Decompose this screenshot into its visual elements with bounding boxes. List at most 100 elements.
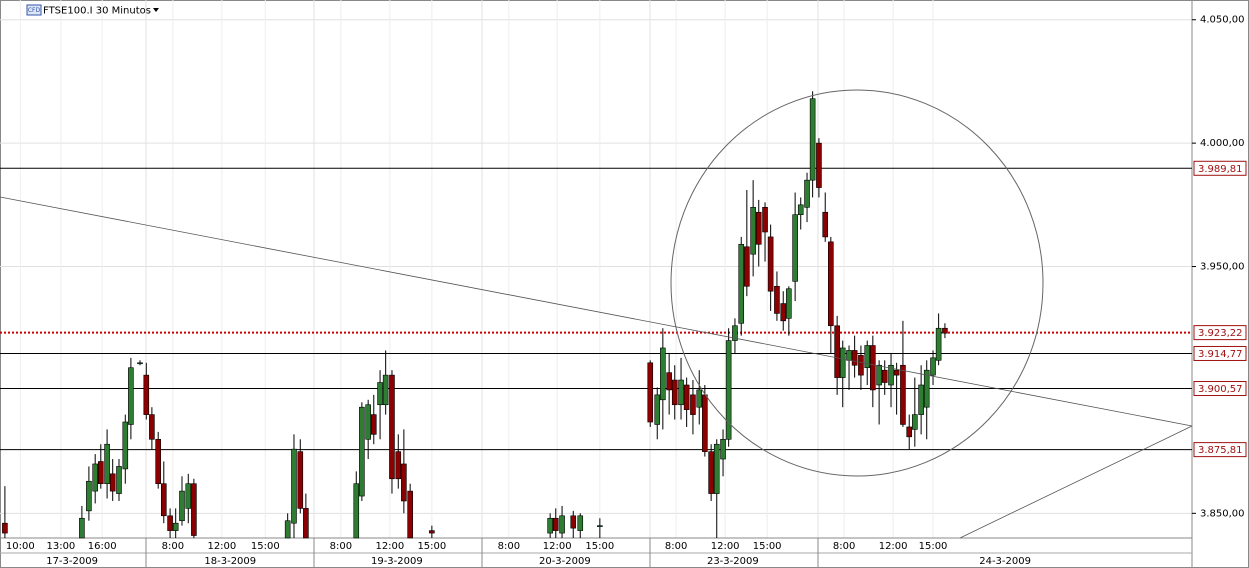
candle-body bbox=[297, 451, 304, 509]
candle-body bbox=[552, 517, 559, 531]
candle-body bbox=[654, 394, 661, 425]
candle-body bbox=[109, 473, 116, 492]
candle-body bbox=[179, 490, 185, 522]
level-box bbox=[1193, 381, 1247, 397]
candle-body bbox=[683, 384, 690, 410]
candle-body bbox=[155, 438, 161, 485]
trend-line bbox=[959, 425, 1193, 539]
x-tick-label: 8:00 bbox=[833, 541, 855, 552]
circle-annotation bbox=[670, 89, 1044, 477]
candle-body bbox=[762, 207, 768, 233]
candle-body bbox=[377, 382, 383, 406]
candle-body bbox=[429, 530, 435, 534]
candle-body bbox=[786, 288, 792, 319]
y-tick-label: 4.050,00 bbox=[1200, 15, 1245, 26]
date-label: 18-3-2009 bbox=[204, 556, 256, 567]
candle-body bbox=[359, 406, 365, 497]
candle-body bbox=[303, 508, 309, 539]
candle-body bbox=[597, 525, 603, 527]
candle-body bbox=[149, 414, 155, 440]
candle-body bbox=[696, 389, 703, 408]
date-label: 23-3-2009 bbox=[707, 556, 759, 567]
candle-body bbox=[822, 211, 829, 238]
candle-body bbox=[690, 394, 696, 415]
candle-body bbox=[559, 515, 565, 534]
candle-body bbox=[647, 362, 654, 423]
dropdown-arrow[interactable] bbox=[153, 8, 159, 12]
level-label: 3.914,77 bbox=[1198, 349, 1243, 360]
candle-body bbox=[732, 325, 738, 341]
date-label: 24-3-2009 bbox=[979, 556, 1031, 567]
candle-body bbox=[858, 355, 864, 376]
level-label: 3.900,57 bbox=[1198, 384, 1243, 395]
candle-body bbox=[797, 204, 804, 216]
candle-body bbox=[407, 490, 413, 539]
candle-body bbox=[912, 414, 918, 430]
x-tick-label: 10:00 bbox=[6, 541, 35, 552]
candle-body bbox=[750, 207, 756, 255]
candle-body bbox=[160, 483, 167, 517]
candle-body bbox=[846, 350, 852, 361]
candle-body bbox=[167, 515, 173, 531]
candle-body bbox=[401, 463, 407, 502]
candle-body bbox=[128, 367, 134, 425]
x-tick-label: 15:00 bbox=[585, 541, 614, 552]
candle-body bbox=[116, 466, 122, 494]
x-tick-label: 15:00 bbox=[251, 541, 280, 552]
candle-body bbox=[284, 520, 291, 539]
candle-body bbox=[395, 451, 402, 480]
candle-body bbox=[570, 515, 577, 529]
x-tick-label: 12:00 bbox=[711, 541, 740, 552]
y-tick-label: 4.000,00 bbox=[1200, 138, 1245, 149]
x-tick-label: 12:00 bbox=[543, 541, 572, 552]
candle-body bbox=[122, 421, 129, 470]
trend-line bbox=[0, 196, 1193, 427]
candle-body bbox=[881, 369, 888, 383]
candle-body bbox=[79, 517, 85, 539]
x-tick-label: 15:00 bbox=[919, 541, 948, 552]
candle-body bbox=[816, 142, 822, 188]
x-tick-label: 15:00 bbox=[417, 541, 446, 552]
candle-body bbox=[906, 426, 913, 438]
candle-body bbox=[365, 404, 371, 440]
candle-body bbox=[828, 241, 834, 327]
x-tick-label: 8:00 bbox=[498, 541, 520, 552]
candle-body bbox=[389, 374, 395, 480]
marks bbox=[0, 91, 1192, 539]
candle-body bbox=[702, 394, 708, 452]
candle-body bbox=[725, 340, 732, 440]
x-tick-label: 8:00 bbox=[665, 541, 687, 552]
candle-body bbox=[851, 350, 858, 366]
candle-body bbox=[834, 325, 840, 378]
candle-body bbox=[382, 374, 389, 406]
candle-body bbox=[92, 463, 98, 492]
candle-body bbox=[792, 214, 798, 282]
candle-body bbox=[720, 438, 726, 460]
candle-body bbox=[353, 483, 360, 539]
candle-body bbox=[708, 451, 714, 494]
candle-body bbox=[370, 414, 377, 435]
candle-body bbox=[678, 379, 684, 406]
chart-title: FTSE100.I 30 Minutos bbox=[43, 6, 151, 17]
candle-body bbox=[809, 98, 816, 181]
level-label: 3.923,22 bbox=[1198, 328, 1243, 339]
level-label: 3.989,81 bbox=[1198, 164, 1243, 175]
candle-body bbox=[744, 246, 750, 287]
x-tick-label: 16:00 bbox=[88, 541, 117, 552]
candle-body bbox=[291, 448, 297, 524]
candle-body bbox=[923, 369, 930, 408]
x-tick-label: 8:00 bbox=[330, 541, 352, 552]
candle-body bbox=[191, 483, 197, 536]
candle-body bbox=[942, 327, 948, 334]
x-tick-label: 12:00 bbox=[207, 541, 236, 552]
x-tick-label: 8:00 bbox=[162, 541, 184, 552]
symbol-icon bbox=[26, 4, 42, 16]
candle-body bbox=[86, 480, 92, 512]
candle-body bbox=[671, 379, 678, 406]
date-label: 20-3-2009 bbox=[539, 556, 591, 567]
candle-body bbox=[930, 357, 936, 376]
candle-body bbox=[172, 522, 179, 531]
candle-body bbox=[137, 362, 143, 365]
candle-body bbox=[935, 327, 942, 361]
